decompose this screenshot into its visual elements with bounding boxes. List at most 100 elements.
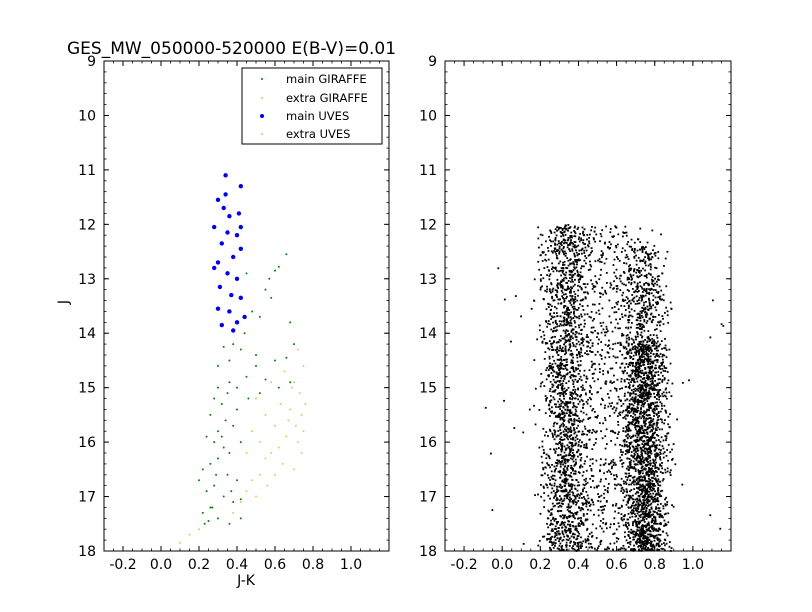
data-point <box>565 228 568 231</box>
data-point <box>577 443 580 446</box>
data-point <box>661 461 663 464</box>
data-point <box>643 329 646 332</box>
data-point <box>544 253 547 256</box>
data-point <box>645 385 647 388</box>
data-point <box>603 362 606 365</box>
data-point <box>644 314 647 316</box>
data-point <box>652 279 655 282</box>
data-point <box>652 299 655 302</box>
data-point <box>638 391 641 394</box>
data-point <box>640 331 643 334</box>
data-point <box>571 360 574 363</box>
data-point <box>629 443 632 445</box>
data-point <box>585 375 588 378</box>
data-point <box>646 499 649 502</box>
data-point <box>643 353 645 356</box>
data-point <box>245 490 248 493</box>
data-point <box>572 337 574 340</box>
data-point <box>574 241 577 243</box>
data-point <box>613 478 616 480</box>
data-point <box>654 469 657 472</box>
data-point <box>561 486 564 488</box>
data-point <box>638 522 640 525</box>
data-point <box>634 408 637 411</box>
data-point <box>647 444 650 446</box>
data-point <box>627 501 630 504</box>
data-point <box>609 380 612 383</box>
data-point <box>627 365 629 368</box>
data-point <box>565 329 568 332</box>
data-point <box>638 316 641 319</box>
data-point <box>560 457 563 460</box>
data-point <box>657 543 660 546</box>
data-point <box>655 455 658 457</box>
data-point <box>628 524 630 527</box>
data-point <box>627 351 630 354</box>
data-point <box>572 269 575 271</box>
data-point <box>604 462 607 465</box>
data-point <box>644 512 647 515</box>
data-point <box>656 538 659 540</box>
data-point <box>573 226 576 229</box>
data-point <box>285 356 288 359</box>
data-point <box>625 494 628 497</box>
data-point <box>626 500 629 503</box>
data-point <box>570 540 573 543</box>
data-point <box>664 409 667 412</box>
data-point <box>556 414 559 417</box>
data-point <box>562 293 565 296</box>
data-point <box>268 277 271 280</box>
data-point <box>565 495 568 497</box>
data-point <box>644 425 647 428</box>
data-point <box>647 255 650 258</box>
data-point <box>651 470 654 473</box>
data-point <box>643 288 646 291</box>
data-point <box>670 307 673 310</box>
data-point <box>637 269 639 272</box>
data-point <box>615 389 618 392</box>
data-point <box>615 290 618 293</box>
data-point <box>646 349 648 352</box>
data-point <box>641 359 644 361</box>
data-point <box>564 449 567 451</box>
data-point <box>629 349 632 352</box>
data-point <box>300 452 303 454</box>
data-point <box>582 265 585 268</box>
data-point <box>568 287 571 290</box>
data-point <box>571 295 574 298</box>
data-point <box>585 336 588 338</box>
data-point <box>570 231 573 234</box>
data-point <box>638 470 641 473</box>
data-point <box>622 370 625 373</box>
data-point <box>634 470 637 473</box>
data-point <box>577 481 580 484</box>
data-point <box>637 502 640 505</box>
data-point <box>555 534 558 537</box>
data-point <box>558 544 561 547</box>
data-point <box>559 243 562 245</box>
data-point <box>605 281 608 284</box>
data-point <box>637 469 640 472</box>
data-point <box>600 357 603 360</box>
data-point <box>573 310 575 313</box>
data-point <box>572 472 575 475</box>
data-point <box>650 258 652 261</box>
data-point <box>560 302 563 305</box>
data-point <box>559 471 561 474</box>
data-point <box>646 313 649 316</box>
data-point <box>629 348 632 351</box>
data-point <box>658 548 660 551</box>
data-point <box>293 468 295 471</box>
data-point <box>654 516 657 519</box>
y-tick-label: 10 <box>78 108 96 124</box>
data-point <box>634 347 637 349</box>
data-point <box>644 367 647 369</box>
data-point <box>564 525 567 528</box>
data-point <box>573 319 576 322</box>
data-point <box>626 436 629 439</box>
data-point <box>635 507 637 510</box>
data-point <box>636 438 639 441</box>
data-point <box>576 348 578 351</box>
data-point <box>628 399 631 402</box>
data-point <box>620 448 622 451</box>
